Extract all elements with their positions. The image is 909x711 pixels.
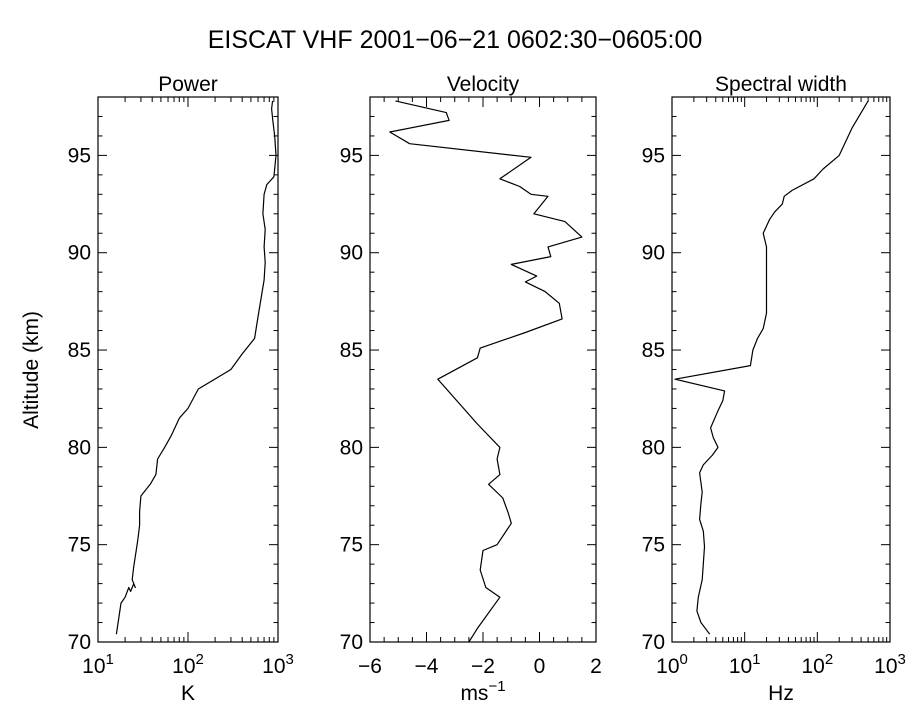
panel-3: Spectral width 70 75 80 85 90 95 100 101 102 103 Hz: [642, 73, 906, 705]
y-tick-label: 75: [340, 534, 363, 557]
y-tick-label: 85: [68, 339, 91, 362]
y-tick-label: 90: [340, 242, 363, 265]
y-tick-label: 95: [642, 144, 665, 167]
panel-title: Spectral width: [715, 73, 847, 96]
x-tick-label: 103: [262, 651, 294, 678]
panels-group: Power 70 75 80 85 90 95 101 102 103 K Velocity 70 75 8…: [68, 73, 906, 705]
panel-1: Power 70 75 80 85 90 95 101 102 103 K: [68, 73, 294, 705]
y-tick-label: 90: [68, 242, 91, 265]
x-tick-label: −2: [471, 655, 495, 678]
y-tick-label: 95: [340, 144, 363, 167]
panel-2: Velocity 70 75 80 85 90 95 −6 −4 −2 0 2 ms−1: [340, 73, 602, 705]
y-tick-label: 70: [340, 631, 363, 654]
series-line: [674, 100, 869, 635]
plot-frame: [369, 96, 597, 643]
x-axis-label: ms−1: [460, 678, 505, 705]
y-tick-label: 85: [642, 339, 665, 362]
y-tick-label: 70: [68, 631, 91, 654]
y-tick-label: 75: [642, 534, 665, 557]
x-tick-label: −4: [415, 655, 439, 678]
panel-title: Velocity: [447, 73, 520, 96]
x-tick-label: 101: [729, 651, 761, 678]
x-tick-label: 102: [801, 651, 833, 678]
x-axis-label: Hz: [768, 682, 794, 705]
x-tick-label: 102: [172, 651, 204, 678]
y-tick-label: 80: [340, 436, 363, 459]
y-tick-label: 95: [68, 144, 91, 167]
x-tick-label: 100: [656, 651, 688, 678]
x-tick-label: 103: [874, 651, 906, 678]
y-tick-label: 90: [642, 242, 665, 265]
figure-title: EISCAT VHF 2001−06−21 0602:30−0605:00: [208, 26, 703, 54]
y-tick-label: 75: [68, 534, 91, 557]
y-tick-label: 85: [340, 339, 363, 362]
series-line: [115, 100, 277, 635]
y-axis-label: Altitude (km): [20, 311, 43, 429]
x-tick-label: 101: [82, 651, 114, 678]
x-tick-label: −6: [358, 655, 382, 678]
x-tick-label: 0: [534, 655, 546, 678]
panel-title: Power: [158, 73, 218, 96]
plot-frame: [671, 96, 891, 643]
series-line: [389, 100, 583, 643]
y-tick-label: 70: [642, 631, 665, 654]
y-tick-label: 80: [68, 436, 91, 459]
plot-frame: [97, 96, 279, 643]
x-tick-label: 2: [590, 655, 602, 678]
x-axis-label: K: [181, 682, 195, 705]
y-tick-label: 80: [642, 436, 665, 459]
